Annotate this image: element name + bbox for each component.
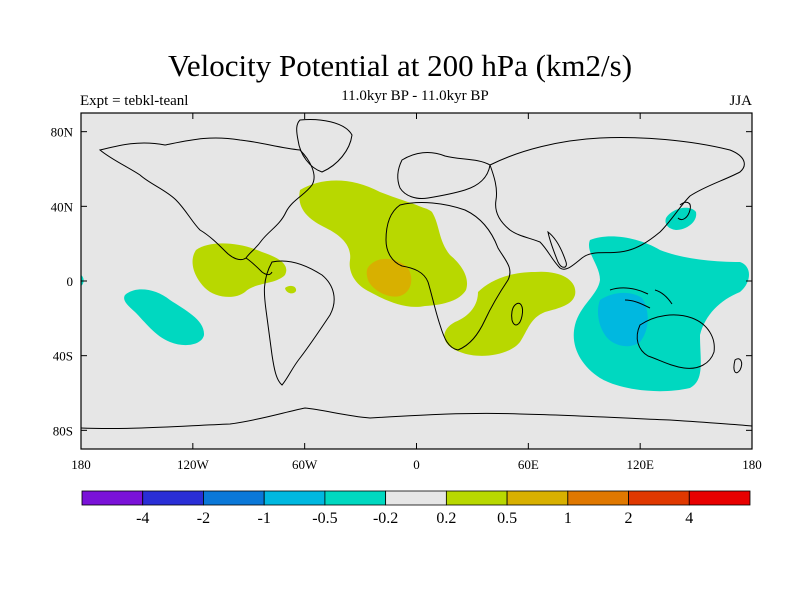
chart-title: Velocity Potential at 200 hPa (km2/s) bbox=[167, 48, 633, 83]
colorbar-label: 4 bbox=[685, 510, 693, 527]
colorbar-swatch bbox=[567, 490, 629, 506]
colorbar-label: -0.5 bbox=[312, 510, 337, 527]
neg-region-west-pacific-australia bbox=[573, 236, 749, 392]
experiment-label: Expt = tebkl-teanl bbox=[80, 93, 189, 109]
season-label: JJA bbox=[729, 93, 752, 109]
colorbar-label: -0.2 bbox=[373, 510, 398, 527]
pos-region-gulf-of-guinea bbox=[366, 258, 412, 297]
colorbar-swatch bbox=[203, 490, 265, 506]
axis-ticks bbox=[80, 113, 753, 449]
colorbar-labels: -4 -2 -1 -0.5 -0.2 0.2 0.5 1 2 4 bbox=[136, 510, 693, 527]
lat-tick-label: 80N bbox=[51, 125, 74, 140]
pos-region-south-america-spot bbox=[285, 285, 297, 294]
neg-region-east-pacific bbox=[124, 289, 205, 346]
colorbar-label: 2 bbox=[625, 510, 633, 527]
coast-north-america bbox=[98, 137, 315, 261]
colorbar-swatch bbox=[628, 490, 690, 506]
coast-europe bbox=[397, 152, 491, 199]
lat-tick-label: 40N bbox=[51, 199, 74, 214]
coast-africa bbox=[385, 202, 511, 351]
lon-tick-label: 180 bbox=[742, 457, 762, 472]
lat-tick-label: 0 bbox=[67, 274, 74, 289]
colorbar-swatch bbox=[385, 490, 447, 506]
neg-region-indonesia-core bbox=[597, 292, 648, 347]
colorbar-label: 0.5 bbox=[497, 510, 517, 527]
colorbar-swatch bbox=[688, 490, 751, 506]
colorbar-label: -4 bbox=[136, 510, 149, 527]
colorbar-swatch bbox=[445, 490, 508, 506]
latitude-labels: 80N 40N 0 40S 80S bbox=[51, 125, 74, 439]
lon-tick-label: 120E bbox=[626, 457, 654, 472]
coast-greenland bbox=[296, 119, 353, 173]
colorbar-swatch bbox=[81, 490, 144, 506]
negative-anomaly-regions bbox=[81, 207, 749, 392]
coast-asia bbox=[489, 137, 745, 270]
pos-region-central-america bbox=[192, 243, 287, 297]
lat-tick-label: 40S bbox=[53, 349, 73, 364]
coast-india bbox=[547, 230, 567, 268]
lon-tick-label: 60E bbox=[518, 457, 539, 472]
coast-central-america bbox=[245, 257, 273, 276]
colorbar-label: -2 bbox=[197, 510, 210, 527]
coast-indonesia bbox=[609, 287, 673, 309]
positive-anomaly-regions bbox=[192, 180, 576, 356]
colorbar-label: -1 bbox=[258, 510, 271, 527]
coast-antarctica bbox=[80, 407, 753, 430]
coast-japan bbox=[677, 201, 691, 221]
lat-tick-label: 80S bbox=[53, 423, 73, 438]
chart-subtitle: 11.0kyr BP - 11.0kyr BP bbox=[341, 88, 489, 104]
colorbar-label: 1 bbox=[564, 510, 572, 527]
coast-south-america bbox=[263, 260, 335, 386]
lon-tick-label: 120W bbox=[177, 457, 210, 472]
coast-new-zealand bbox=[733, 358, 743, 374]
coast-madagascar bbox=[511, 302, 523, 326]
colorbar-swatch bbox=[324, 490, 387, 506]
colorbar-label: 0.2 bbox=[436, 510, 456, 527]
coastlines bbox=[80, 119, 753, 430]
longitude-labels: 180 120W 60W 0 60E 120E 180 bbox=[71, 457, 762, 472]
lon-tick-label: 180 bbox=[71, 457, 91, 472]
pos-region-southern-africa-indian-ocean bbox=[444, 271, 576, 356]
colorbar-swatch bbox=[506, 490, 569, 506]
colorbar-swatch bbox=[263, 490, 326, 506]
lon-tick-label: 0 bbox=[413, 457, 420, 472]
colorbar-swatch bbox=[142, 490, 204, 506]
colorbar bbox=[81, 490, 751, 506]
coast-australia bbox=[636, 314, 715, 369]
pos-region-sahel-strip bbox=[400, 206, 432, 215]
lon-tick-label: 60W bbox=[292, 457, 318, 472]
